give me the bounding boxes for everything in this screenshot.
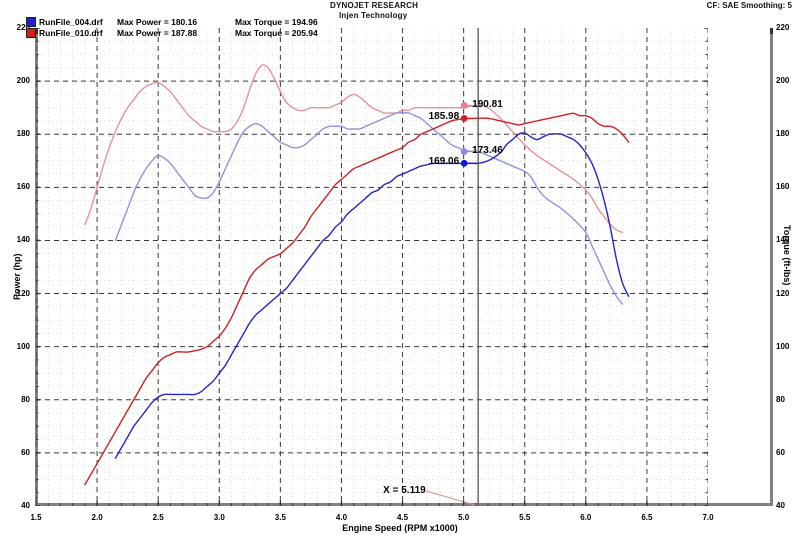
y-axis-right-tick-label: 80 <box>776 394 785 404</box>
y-axis-right-cap <box>770 28 773 34</box>
dyno-curves-svg <box>36 28 708 506</box>
y-axis-right-title: Torque (ft-lbs) <box>782 225 792 286</box>
value-callout: 185.98 <box>428 111 460 123</box>
legend-max-power: Max Power = 180.16 <box>117 16 198 27</box>
x-axis-tick-label: 7.0 <box>702 513 714 522</box>
y-axis-left-tick-label: 100 <box>16 341 30 351</box>
x-cursor-leader <box>426 490 479 506</box>
y-axis-right-tick-label: 40 <box>776 501 785 510</box>
y-axis-right-tick-label: 220 <box>776 23 790 32</box>
x-axis-tick-label: 3.5 <box>274 513 286 522</box>
legend-swatch-run2 <box>26 27 36 38</box>
legend-max-torque: Max Torque = 205.94 <box>235 27 318 38</box>
curve-3 <box>84 112 630 486</box>
y-axis-left-tick-label: 220 <box>16 23 30 32</box>
x-axis-tick-label: 3.0 <box>213 513 225 522</box>
y-axis-right-spine <box>770 28 773 506</box>
legend-run-name: RunFile_010.drf <box>39 27 103 38</box>
x-axis-tick-label: 5.5 <box>519 513 531 522</box>
legend-row[interactable]: RunFile_004.drf Max Power = 180.16 Max T… <box>26 16 318 27</box>
y-axis-left-tick-label: 80 <box>21 394 30 404</box>
brand-subtitle: Injen Technology <box>339 11 408 20</box>
x-axis-tick-label: 6.5 <box>641 513 653 522</box>
legend-run-name: RunFile_004.drf <box>39 16 103 27</box>
y-axis-left-tick-label: 120 <box>16 288 30 298</box>
x-axis-tick-label: 4.0 <box>335 513 348 522</box>
x-axis-tick-label: 5.0 <box>458 513 470 522</box>
chart-header: DYNOJET RESEARCH Injen Technology <box>330 1 630 21</box>
legend-max-power: Max Power = 187.88 <box>117 27 198 38</box>
legend-swatch-run1 <box>26 16 36 27</box>
x-axis-tick-label: 6.0 <box>580 513 592 522</box>
curve-1 <box>84 64 624 234</box>
y-axis-left-tick-label: 180 <box>16 129 30 139</box>
brand-title: DYNOJET RESEARCH <box>330 1 419 10</box>
y-axis-right-tick-label: 100 <box>776 341 790 351</box>
x-axis-spine <box>35 503 773 506</box>
plot-area[interactable] <box>36 28 708 506</box>
x-axis-tick-label: 2.0 <box>91 513 103 522</box>
x-axis-title: Engine Speed (RPM x1000) <box>342 523 458 533</box>
y-axis-left-tick-label: 140 <box>16 235 30 245</box>
curve-2 <box>114 112 624 305</box>
legend-max-torque: Max Torque = 194.96 <box>235 16 318 27</box>
y-axis-right-tick-label: 60 <box>776 447 785 457</box>
value-callout: 173.46 <box>472 144 503 156</box>
y-axis-right-tick-label: 160 <box>776 182 790 192</box>
y-axis-right-tick-label: 140 <box>776 235 790 245</box>
correction-factor-label: CF: SAE Smoothing: 5 <box>706 1 792 10</box>
value-callout: 169.06 <box>428 156 460 168</box>
x-axis-tick-label: 4.5 <box>396 513 409 522</box>
x-cursor-label: X = 5.119 <box>383 485 426 496</box>
x-axis-tick-label: 1.5 <box>30 513 42 522</box>
y-axis-left-tick-label: 160 <box>16 182 30 192</box>
value-callout: 190.81 <box>472 98 503 110</box>
x-axis-tick-label: 2.5 <box>152 513 164 522</box>
y-axis-left-tick-label: 40 <box>21 501 30 510</box>
y-axis-right-tick-label: 180 <box>776 129 790 139</box>
run-legend: RunFile_004.drf Max Power = 180.16 Max T… <box>26 16 318 38</box>
y-axis-right-tick-label: 120 <box>776 288 790 298</box>
y-axis-right-tick-label: 200 <box>776 76 790 86</box>
y-axis-left-tick-label: 200 <box>16 76 30 86</box>
legend-row[interactable]: RunFile_010.drf Max Power = 187.88 Max T… <box>26 27 318 38</box>
curve-4 <box>114 132 630 459</box>
y-axis-left-tick-label: 60 <box>21 447 30 457</box>
